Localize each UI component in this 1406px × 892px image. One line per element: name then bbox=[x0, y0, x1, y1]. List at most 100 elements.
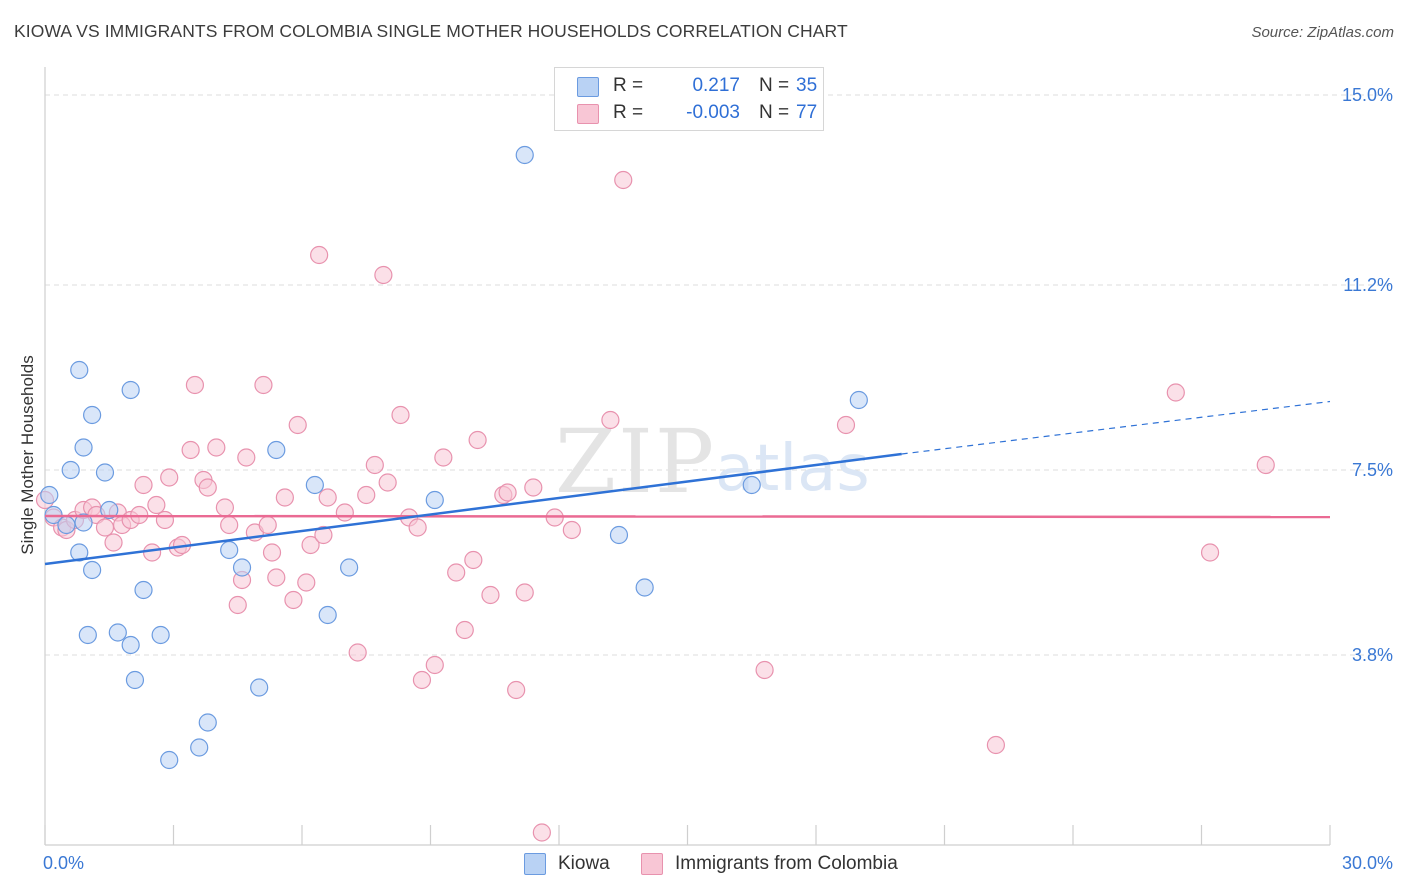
kiowa-point bbox=[40, 485, 59, 505]
kiowa-trend-line bbox=[44, 452, 902, 566]
kiowa-point bbox=[83, 560, 102, 580]
y-tick-label: 3.8% bbox=[1352, 645, 1393, 665]
colombia-point bbox=[314, 525, 333, 545]
kiowa-n-value: 35 bbox=[796, 75, 818, 96]
kiowa-point bbox=[70, 543, 89, 562]
colombia-point bbox=[986, 735, 1006, 755]
series-kiowa-points bbox=[40, 145, 868, 770]
colombia-point bbox=[1200, 543, 1220, 562]
colombia-point bbox=[357, 485, 376, 505]
axes bbox=[44, 67, 1331, 846]
kiowa-point bbox=[609, 525, 629, 545]
colombia-swatch bbox=[577, 104, 599, 124]
kiowa-point bbox=[425, 490, 444, 510]
colombia-point bbox=[262, 543, 282, 562]
kiowa-swatch bbox=[577, 77, 599, 97]
colombia-point bbox=[464, 550, 483, 570]
colombia-point bbox=[185, 375, 205, 395]
kiowa-r-value: 0.217 bbox=[692, 75, 740, 96]
y-tick-label: 7.5% bbox=[1352, 460, 1393, 480]
kiowa-point bbox=[74, 438, 93, 457]
colombia-point bbox=[207, 438, 226, 457]
correlation-legend: R = 0.217 N = 35 R = -0.003 N = 77 bbox=[554, 67, 824, 131]
colombia-point bbox=[532, 823, 551, 842]
kiowa-point bbox=[125, 670, 145, 690]
colombia-point bbox=[267, 568, 286, 587]
colombia-point bbox=[562, 520, 581, 540]
colombia-point bbox=[507, 680, 526, 700]
kiowa-point bbox=[83, 405, 102, 425]
kiowa-point bbox=[95, 463, 115, 482]
colombia-point bbox=[181, 440, 200, 460]
kiowa-point bbox=[70, 360, 89, 380]
colombia-point bbox=[284, 590, 303, 610]
colombia-point bbox=[348, 643, 367, 662]
colombia-point bbox=[391, 405, 410, 425]
kiowa-point bbox=[134, 580, 153, 600]
legend-kiowa-swatch bbox=[524, 853, 546, 875]
colombia-point bbox=[365, 455, 384, 475]
colombia-point bbox=[408, 518, 427, 537]
colombia-point bbox=[160, 468, 179, 487]
kiowa-point bbox=[61, 460, 80, 480]
colombia-point bbox=[104, 533, 123, 552]
kiowa-point bbox=[318, 605, 337, 625]
y-tick-label: 11.2% bbox=[1343, 275, 1393, 295]
colombia-point bbox=[468, 430, 487, 450]
colombia-point bbox=[498, 483, 517, 502]
kiowa-point bbox=[635, 578, 654, 597]
colombia-point bbox=[310, 245, 329, 265]
colombia-n-label: N = bbox=[759, 102, 790, 123]
colombia-point bbox=[254, 375, 273, 395]
legend-colombia-swatch bbox=[641, 853, 663, 875]
kiowa-point bbox=[267, 440, 286, 460]
colombia-point bbox=[147, 495, 166, 515]
colombia-point bbox=[198, 478, 217, 497]
kiowa-point bbox=[849, 390, 868, 410]
tick-labels: 3.8% 7.5% 11.2% 15.0% 0.0% 30.0% bbox=[43, 85, 1393, 873]
colombia-point bbox=[524, 478, 543, 497]
colombia-point bbox=[755, 660, 774, 680]
kiowa-r-label: R = bbox=[613, 75, 644, 96]
colombia-point bbox=[481, 585, 500, 605]
kiowa-point bbox=[78, 625, 97, 645]
colombia-point bbox=[318, 488, 337, 507]
kiowa-point bbox=[305, 475, 324, 495]
colombia-point bbox=[220, 515, 239, 535]
colombia-point bbox=[601, 410, 620, 430]
kiowa-point bbox=[190, 738, 209, 757]
colombia-point bbox=[275, 488, 294, 507]
kiowa-point bbox=[515, 145, 534, 165]
watermark: ZIP atlas bbox=[555, 410, 870, 513]
kiowa-point bbox=[100, 500, 119, 520]
kiowa-point bbox=[121, 635, 140, 655]
colombia-point bbox=[455, 620, 474, 640]
kiowa-point bbox=[742, 475, 761, 495]
colombia-point bbox=[378, 473, 397, 492]
colombia-n-value: 77 bbox=[796, 102, 818, 123]
colombia-point bbox=[614, 170, 633, 190]
source-label: Source: ZipAtlas.com bbox=[1251, 24, 1394, 41]
kiowa-point bbox=[57, 515, 76, 535]
kiowa-n-label: N = bbox=[759, 75, 790, 96]
colombia-point bbox=[258, 515, 277, 535]
colombia-point bbox=[134, 475, 153, 495]
colombia-point bbox=[297, 573, 316, 592]
colombia-point bbox=[237, 448, 256, 467]
y-tick-label: 15.0% bbox=[1342, 85, 1393, 105]
colombia-point bbox=[412, 670, 432, 690]
colombia-point bbox=[515, 583, 534, 602]
kiowa-point bbox=[250, 678, 269, 697]
colombia-point bbox=[1166, 383, 1185, 402]
gridlines bbox=[45, 94, 1390, 656]
colombia-point bbox=[301, 535, 320, 555]
colombia-r-label: R = bbox=[613, 102, 644, 123]
kiowa-point bbox=[121, 380, 140, 400]
kiowa-point bbox=[220, 540, 239, 560]
legend-colombia-label: Immigrants from Colombia bbox=[675, 853, 898, 874]
colombia-point bbox=[142, 543, 162, 562]
colombia-point bbox=[288, 415, 307, 435]
kiowa-point bbox=[160, 750, 179, 770]
trend-lines bbox=[44, 400, 1331, 566]
chart-title: KIOWA VS IMMIGRANTS FROM COLOMBIA SINGLE… bbox=[14, 21, 848, 41]
